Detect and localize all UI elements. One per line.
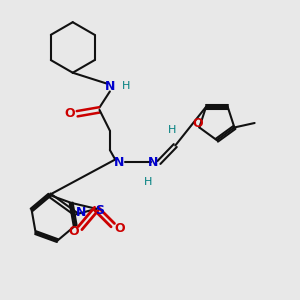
Text: N: N <box>105 80 115 94</box>
Text: H: H <box>167 125 176 135</box>
Text: N: N <box>76 206 87 219</box>
Text: O: O <box>64 107 75 120</box>
Text: N: N <box>114 156 124 169</box>
Text: N: N <box>148 156 158 169</box>
Text: O: O <box>114 222 124 235</box>
Text: H: H <box>144 177 153 187</box>
Text: H: H <box>122 81 130 91</box>
Text: O: O <box>193 116 203 130</box>
Text: S: S <box>95 204 104 217</box>
Text: O: O <box>68 225 79 238</box>
